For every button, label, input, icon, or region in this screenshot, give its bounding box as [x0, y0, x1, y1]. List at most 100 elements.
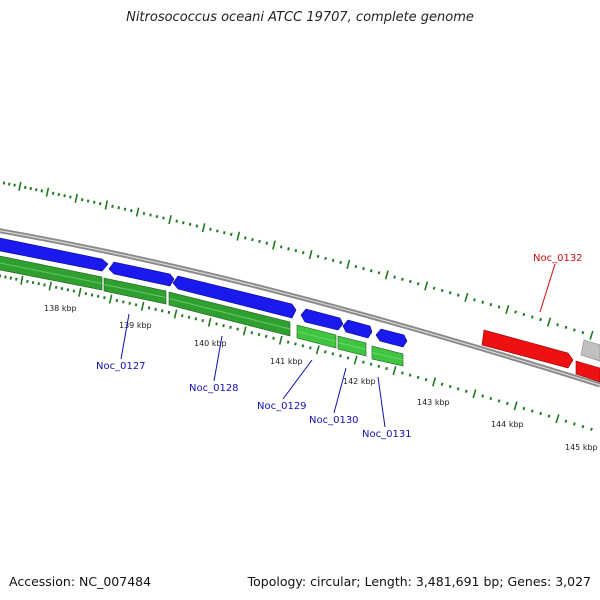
- inner-ring-minor-tick: [339, 354, 342, 358]
- forward-strand-genes: [0, 236, 408, 348]
- outer-ring-minor-tick: [456, 293, 460, 297]
- outer-ring-minor-tick: [155, 214, 159, 219]
- scale-label-141kbp: 141 kbp: [270, 357, 303, 366]
- outer-ring-minor-tick: [339, 260, 342, 265]
- inner-ring-minor-tick: [54, 285, 58, 289]
- inner-ring-minor-tick: [581, 425, 585, 429]
- outer-ring-major-tick: [135, 207, 140, 217]
- outer-ring-minor-tick: [581, 331, 585, 335]
- inner-ring-minor-tick: [573, 422, 576, 426]
- outer-ring-minor-tick: [497, 305, 501, 309]
- inner-ring-minor-tick: [448, 384, 452, 389]
- outer-ring-major-tick: [272, 240, 276, 250]
- outer-ring-minor-tick: [377, 271, 381, 275]
- inner-ring-major-tick: [513, 401, 518, 411]
- inner-ring-minor-tick: [31, 281, 35, 285]
- inner-ring-major-tick: [472, 389, 477, 399]
- outer-ring-minor-tick: [401, 277, 404, 281]
- outer-ring-minor-tick: [473, 298, 476, 302]
- gene-arrow-noc-0128[interactable]: [172, 275, 297, 319]
- outer-ring-minor-tick: [92, 200, 96, 204]
- gene-arrow-unlabeled-grey[interactable]: [580, 339, 600, 362]
- gene-arrow-noc-0132[interactable]: [481, 329, 574, 369]
- outer-ring-minor-tick: [440, 288, 444, 293]
- outer-ring-minor-tick: [408, 279, 412, 284]
- outer-tick-ring: [2, 181, 594, 340]
- inner-ring-major-tick: [48, 281, 52, 291]
- outer-ring-minor-tick: [80, 198, 84, 202]
- inner-ring-minor-tick: [497, 399, 501, 403]
- inner-ring-minor-tick: [590, 427, 593, 431]
- gene-arrow-noc-0129[interactable]: [300, 308, 344, 331]
- gene-arrow-forward-1[interactable]: [0, 236, 109, 272]
- outer-ring-minor-tick: [448, 291, 452, 295]
- inner-ring-minor-tick: [369, 362, 373, 366]
- outer-ring-minor-tick: [29, 187, 32, 191]
- gene-label-noc-0129[interactable]: Noc_0129: [257, 401, 307, 412]
- outer-ring-minor-tick: [111, 204, 114, 208]
- gene-label-noc-0127[interactable]: Noc_0127: [96, 361, 146, 372]
- inner-ring-minor-tick: [539, 411, 543, 416]
- inner-ring-minor-tick: [103, 296, 106, 300]
- gene-label-noc-0131[interactable]: Noc_0131: [362, 429, 412, 440]
- outer-ring-minor-tick: [251, 238, 254, 242]
- scale-label-139kbp: 139 kbp: [119, 321, 152, 330]
- gene-arrow-unlabeled-red[interactable]: [575, 360, 600, 383]
- outer-ring-minor-tick: [416, 282, 420, 286]
- gene-label-noc-0130[interactable]: Noc_0130: [309, 415, 359, 426]
- inner-ring-minor-tick: [147, 306, 151, 310]
- inner-ring-minor-tick: [236, 327, 239, 331]
- outer-ring-major-tick: [384, 270, 389, 280]
- outer-ring-minor-tick: [301, 250, 305, 255]
- scale-labels: 138 kbp 139 kbp 140 kbp 141 kbp 142 kbp …: [44, 304, 598, 452]
- gene-label-noc-0128[interactable]: Noc_0128: [189, 383, 239, 394]
- inner-ring-minor-tick: [264, 334, 268, 338]
- outer-ring-minor-tick: [35, 188, 38, 192]
- scale-label-142kbp: 142 kbp: [343, 377, 376, 386]
- scale-label-143kbp: 143 kbp: [417, 398, 450, 407]
- outer-ring-major-tick: [74, 193, 78, 203]
- inner-ring-major-tick: [315, 345, 320, 355]
- inner-ring-minor-tick: [530, 409, 534, 413]
- inner-ring-major-tick: [20, 275, 24, 285]
- inner-ring-minor-tick: [401, 371, 404, 375]
- outer-ring-minor-tick: [24, 185, 27, 190]
- genome-backbone: [0, 228, 600, 388]
- outer-ring-minor-tick: [489, 303, 493, 307]
- gene-arrow-noc-0131[interactable]: [375, 328, 408, 348]
- outer-ring-minor-tick: [162, 216, 165, 220]
- outer-ring-minor-tick: [149, 213, 152, 217]
- leader-lines: [120, 263, 556, 428]
- inner-ring-minor-tick: [440, 382, 444, 386]
- outer-ring-minor-tick: [362, 267, 365, 271]
- outer-ring-minor-tick: [117, 206, 120, 210]
- outer-ring-major-tick: [505, 304, 510, 315]
- gene-label-noc-0132[interactable]: Noc_0132: [533, 253, 583, 264]
- outer-ring-minor-tick: [130, 209, 133, 213]
- outer-ring-minor-tick: [432, 286, 436, 290]
- inner-ring-minor-tick: [9, 276, 13, 280]
- inner-ring-minor-tick: [377, 364, 381, 368]
- inner-ring-minor-tick: [26, 279, 29, 284]
- highlighted-genes: [481, 329, 600, 383]
- outer-ring-minor-tick: [481, 300, 485, 304]
- outer-ring-minor-tick: [123, 207, 127, 211]
- inner-ring-major-tick: [207, 317, 212, 327]
- inner-ring-major-tick: [392, 366, 397, 376]
- outer-ring-minor-tick: [2, 181, 6, 185]
- inner-ring-minor-tick: [15, 277, 18, 281]
- inner-ring-minor-tick: [72, 289, 76, 293]
- outer-ring-minor-tick: [514, 310, 517, 314]
- inner-ring-major-tick: [278, 335, 283, 345]
- inner-ring-major-tick: [432, 377, 437, 387]
- gene-arrow-noc-0130[interactable]: [342, 319, 373, 339]
- outer-ring-minor-tick: [331, 258, 335, 263]
- inner-ring-minor-tick: [464, 389, 468, 393]
- inner-ring-minor-tick: [229, 325, 232, 329]
- inner-ring-major-tick: [555, 414, 560, 424]
- inner-ring-minor-tick: [134, 303, 138, 307]
- gene-arrow-noc-0127[interactable]: [108, 261, 175, 287]
- inner-ring-minor-tick: [481, 394, 484, 398]
- outer-ring-major-tick: [346, 259, 351, 270]
- outer-ring-minor-tick: [69, 195, 72, 199]
